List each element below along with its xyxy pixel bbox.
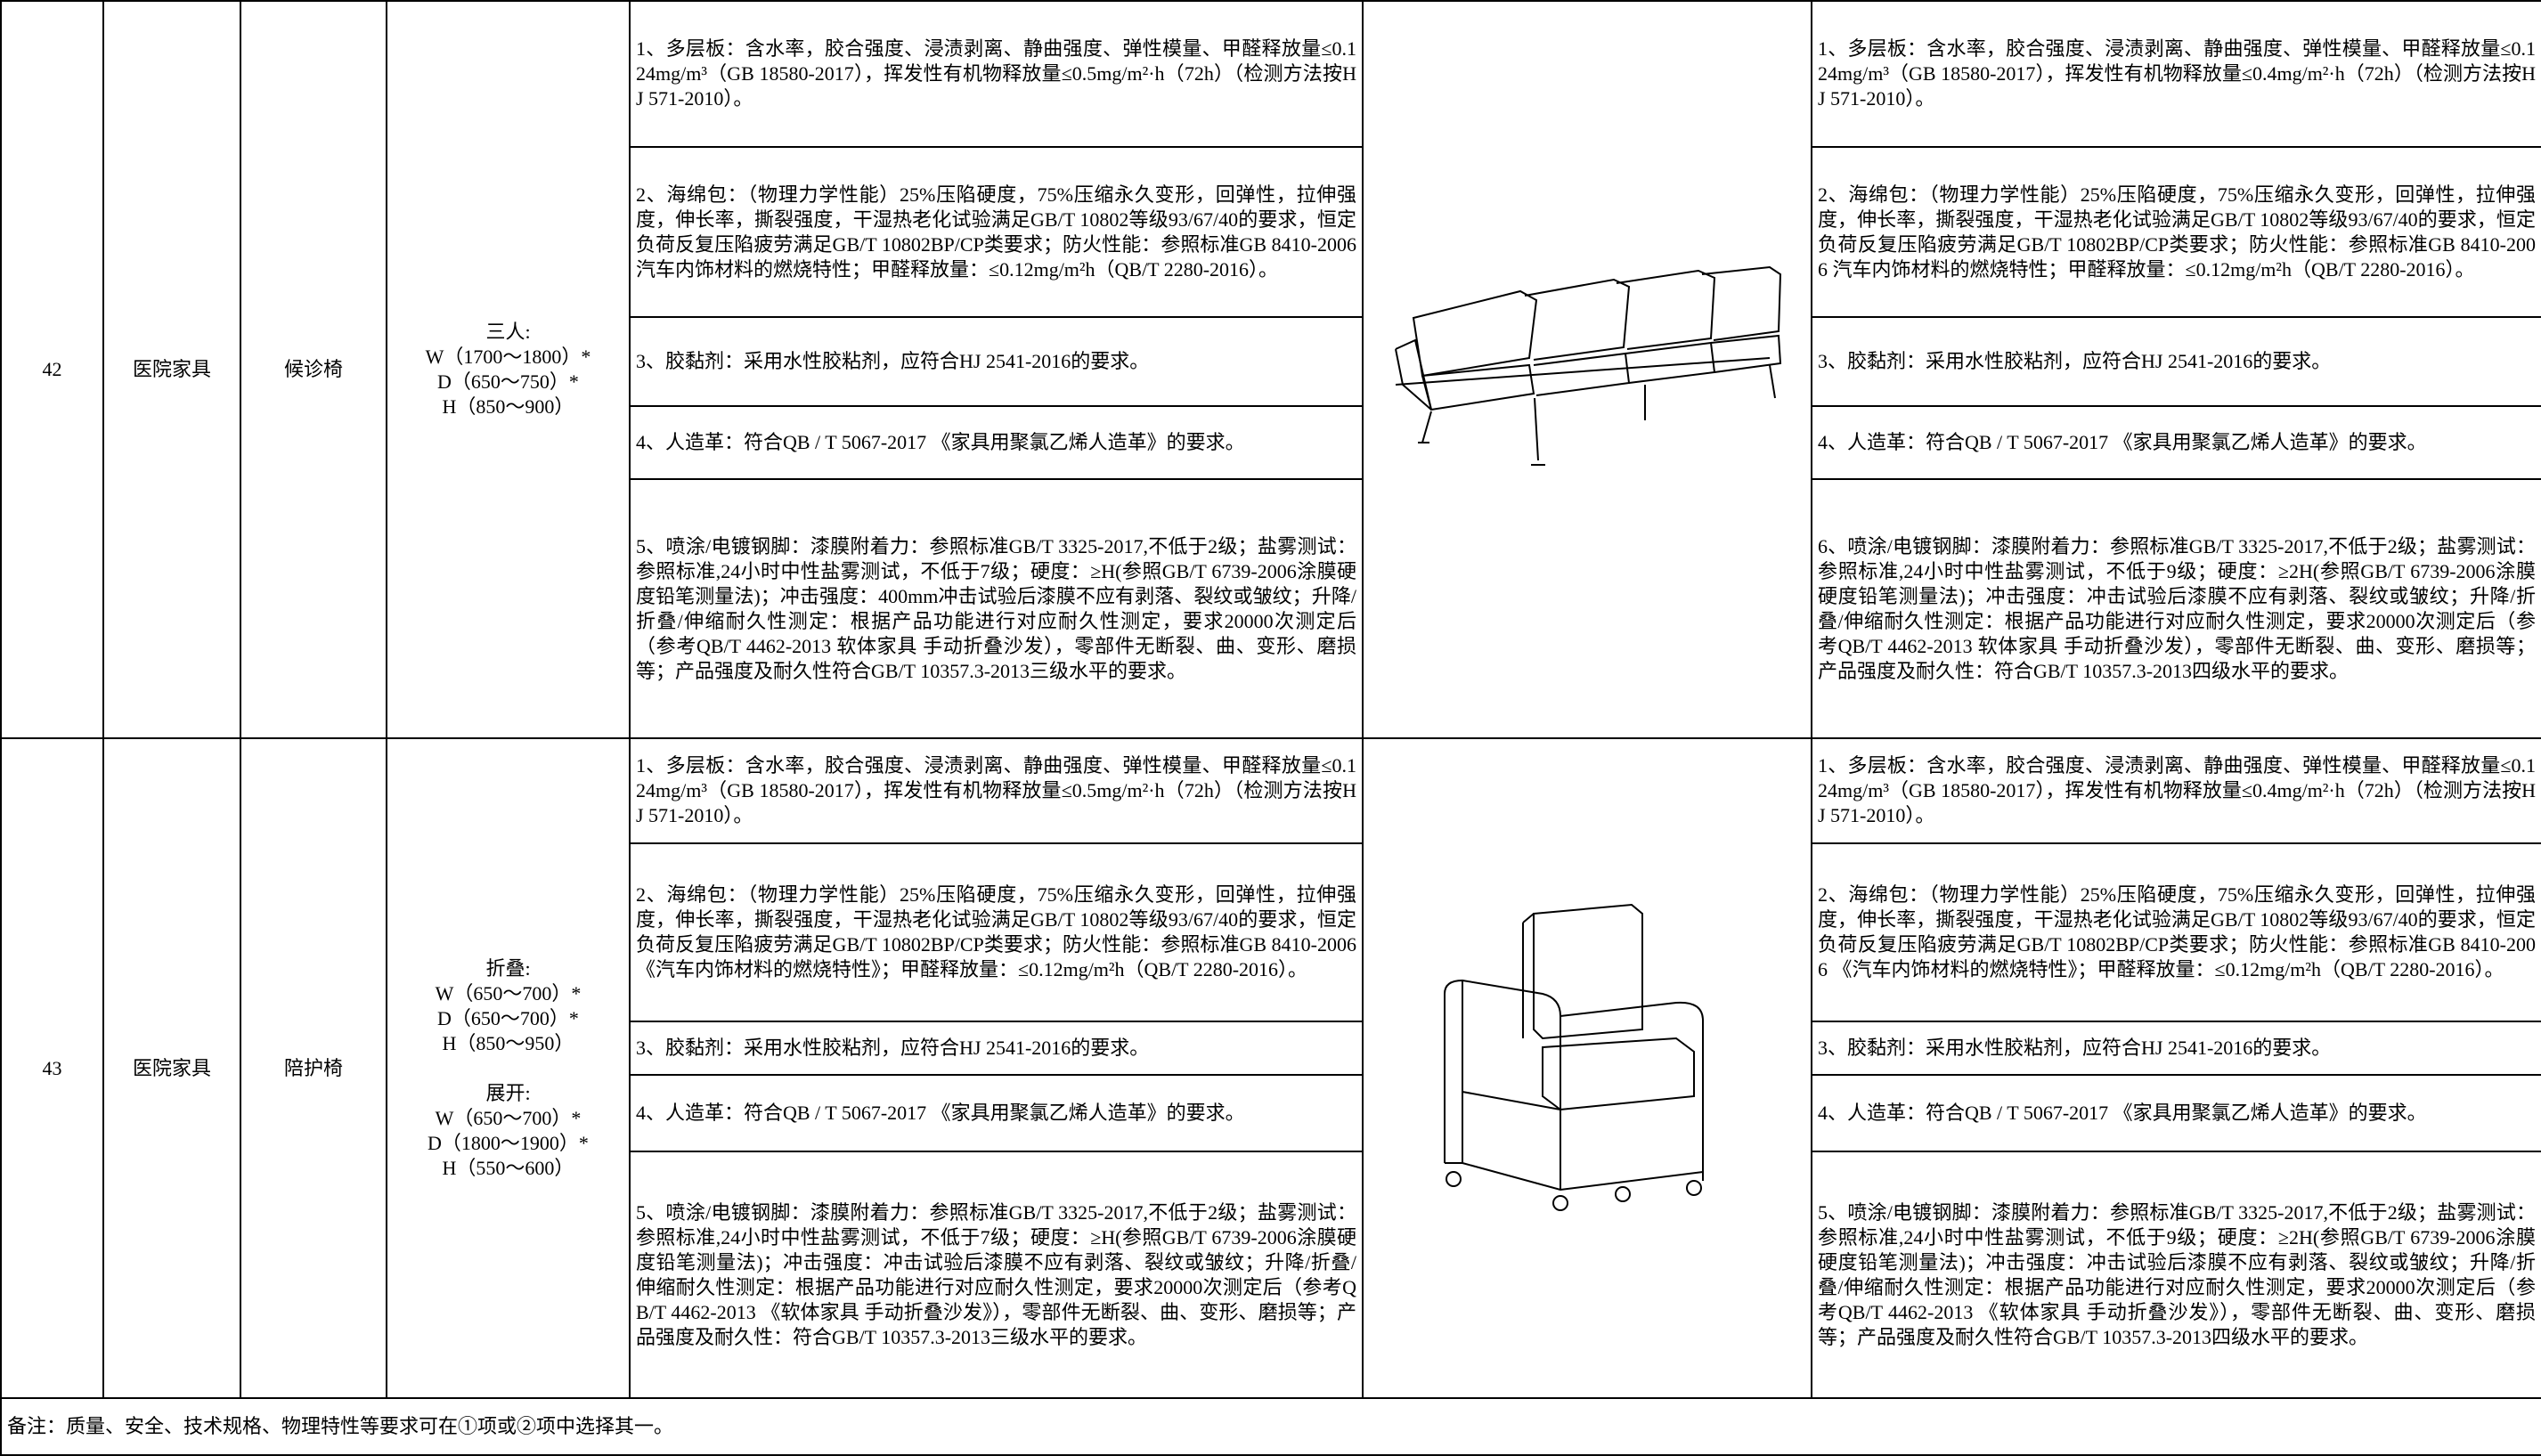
requirement-a: 3、胶黏剂：采用水性胶粘剂，应符合HJ 2541-2016的要求。 bbox=[629, 1021, 1364, 1076]
spec-line: W（650～700）* bbox=[435, 1106, 582, 1129]
requirement-a: 1、多层板：含水率，胶合强度、浸渍剥离、静曲强度、弹性模量、甲醛释放量≤0.12… bbox=[629, 737, 1364, 844]
requirement-b: 3、胶黏剂：采用水性胶粘剂，应符合HJ 2541-2016的要求。 bbox=[1811, 1021, 2541, 1076]
spec-line: 展开: bbox=[485, 1081, 531, 1104]
spec-line: W（1700～1800）* bbox=[425, 346, 591, 368]
spec-line: 三人: bbox=[485, 321, 531, 343]
requirement-a: 5、喷涂/电镀钢脚：漆膜附着力：参照标准GB/T 3325-2017,不低于2级… bbox=[629, 478, 1364, 739]
item-category: 医院家具 bbox=[102, 0, 241, 739]
requirement-b: 4、人造革：符合QB / T 5067-2017 《家具用聚氯乙烯人造革》的要求… bbox=[1811, 405, 2541, 480]
bench-sketch bbox=[1395, 265, 1782, 466]
spec-line: 折叠: bbox=[485, 956, 531, 980]
spec-line: H（550～600） bbox=[442, 1156, 574, 1179]
table-row: 42 医院家具 候诊椅 三人: W（1700～1800）* D（650～750）* H（85… bbox=[0, 0, 2541, 739]
table-row: 4、人造革：符合QB / T 5067-2017 《家具用聚氯乙烯人造革》的要求… bbox=[1, 405, 2541, 480]
table-row: 5、喷涂/电镀钢脚：漆膜附着力：参照标准GB/T 3325-2017,不低于2级… bbox=[1, 1151, 2541, 1399]
requirement-b: 1、多层板：含水率，胶合强度、浸渍剥离、静曲强度、弹性模量、甲醛释放量≤0.12… bbox=[1811, 0, 2541, 148]
item-spec: 三人: W（1700～1800）* D（650～750）* H（850～900） bbox=[386, 0, 631, 739]
requirement-a: 4、人造革：符合QB / T 5067-2017 《家具用聚氯乙烯人造革》的要求… bbox=[629, 405, 1364, 480]
table-row: 3、胶黏剂：采用水性胶粘剂，应符合HJ 2541-2016的要求。 3、胶黏剂：采… bbox=[1, 316, 2541, 407]
requirement-a: 2、海绵包：（物理力学性能）25%压陷硬度，75%压缩永久变形，回弹性，拉伸强度… bbox=[629, 842, 1364, 1022]
product-image-cell bbox=[1362, 737, 1812, 1399]
item-number: 42 bbox=[0, 0, 104, 739]
requirement-a: 5、喷涂/电镀钢脚：漆膜附着力：参照标准GB/T 3325-2017,不低于2级… bbox=[629, 1151, 1364, 1399]
requirement-b: 3、胶黏剂：采用水性胶粘剂，应符合HJ 2541-2016的要求。 bbox=[1811, 316, 2541, 407]
note: 备注：质量、安全、技术规格、物理特性等要求可在①项或②项中选择其一。 bbox=[0, 1397, 2541, 1456]
table-row: 2、海绵包：（物理力学性能）25%压陷硬度，75%压缩永久变形，回弹性，拉伸强度… bbox=[1, 146, 2541, 318]
item-name: 陪护椅 bbox=[240, 737, 387, 1399]
table-row: 43 医院家具 陪护椅 折叠: W（650～700）* D（650～700）* H（850～… bbox=[0, 737, 2541, 1399]
spacer bbox=[393, 1056, 623, 1081]
item-category: 医院家具 bbox=[102, 737, 241, 1399]
note-row: 备注：质量、安全、技术规格、物理特性等要求可在①项或②项中选择其一。 bbox=[0, 1397, 2541, 1456]
requirement-b: 5、喷涂/电镀钢脚：漆膜附着力：参照标准GB/T 3325-2017,不低于2级… bbox=[1811, 1151, 2541, 1399]
spec-line: H（850～900） bbox=[442, 395, 574, 418]
chair-sketch bbox=[1444, 903, 1704, 1211]
item-number: 43 bbox=[0, 737, 104, 1399]
requirement-a: 2、海绵包：（物理力学性能）25%压陷硬度，75%压缩永久变形，回弹性，拉伸强度… bbox=[629, 146, 1364, 318]
table-row: 4、人造革：符合QB / T 5067-2017 《家具用聚氯乙烯人造革》的要求… bbox=[1, 1074, 2541, 1152]
requirement-a: 4、人造革：符合QB / T 5067-2017 《家具用聚氯乙烯人造革》的要求… bbox=[629, 1074, 1364, 1152]
spec-line: W（650～700）* bbox=[435, 981, 582, 1005]
item-name: 候诊椅 bbox=[240, 0, 387, 739]
requirement-a: 1、多层板：含水率，胶合强度、浸渍剥离、静曲强度、弹性模量、甲醛释放量≤0.12… bbox=[629, 0, 1364, 148]
requirement-b: 6、喷涂/电镀钢脚：漆膜附着力：参照标准GB/T 3325-2017,不低于2级… bbox=[1811, 478, 2541, 739]
requirement-b: 2、海绵包：（物理力学性能）25%压陷硬度，75%压缩永久变形，回弹性，拉伸强度… bbox=[1811, 842, 2541, 1022]
requirement-b: 1、多层板：含水率，胶合强度、浸渍剥离、静曲强度、弹性模量、甲醛释放量≤0.12… bbox=[1811, 737, 2541, 844]
item-spec: 折叠: W（650～700）* D（650～700）* H（850～950） 展开: W（… bbox=[386, 737, 631, 1399]
requirement-b: 4、人造革：符合QB / T 5067-2017 《家具用聚氯乙烯人造革》的要求… bbox=[1811, 1074, 2541, 1152]
table-row: 2、海绵包：（物理力学性能）25%压陷硬度，75%压缩永久变形，回弹性，拉伸强度… bbox=[1, 842, 2541, 1022]
table-row: 5、喷涂/电镀钢脚：漆膜附着力：参照标准GB/T 3325-2017,不低于2级… bbox=[1, 478, 2541, 739]
spec-line: D（650～700）* bbox=[437, 1006, 579, 1029]
spec-line: D（1800～1900）* bbox=[428, 1131, 589, 1154]
table-row: 3、胶黏剂：采用水性胶粘剂，应符合HJ 2541-2016的要求。 3、胶黏剂：采… bbox=[1, 1021, 2541, 1076]
requirement-a: 3、胶黏剂：采用水性胶粘剂，应符合HJ 2541-2016的要求。 bbox=[629, 316, 1364, 407]
requirement-b: 2、海绵包：（物理力学性能）25%压陷硬度，75%压缩永久变形，回弹性，拉伸强度… bbox=[1811, 146, 2541, 318]
product-image-cell bbox=[1362, 0, 1812, 739]
spec-line: D（650～750）* bbox=[437, 370, 579, 393]
spec-line: H（850～950） bbox=[442, 1031, 574, 1054]
